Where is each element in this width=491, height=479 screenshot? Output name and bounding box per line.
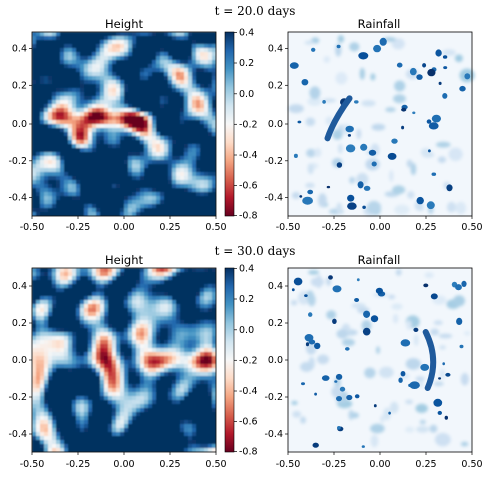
rainfall-ytick-row1: 0.4 <box>268 44 283 55</box>
colorbar-gradient-row1 <box>224 31 235 217</box>
colorbar-tick-row2: -0.8 <box>239 447 258 458</box>
suptitle-row1: t = 20.0 days <box>215 4 296 18</box>
colorbar-tick-row1: 0.0 <box>239 89 254 100</box>
colorbar-tick-row1: -0.2 <box>239 119 258 130</box>
height-xaxis-row2: -0.50 -0.25 0.00 0.25 0.50 <box>20 452 227 470</box>
height-xtick-row2: 0.00 <box>113 459 134 470</box>
colorbar-tick-row2: -0.6 <box>239 417 258 428</box>
height-xtick-row1: 0.25 <box>159 222 180 233</box>
colorbar-gradient-row2 <box>224 267 235 453</box>
height-xaxis-row1: -0.50 -0.25 0.00 0.25 0.50 <box>20 216 227 233</box>
colorbar-row1: 0.4 0.2 0.0 -0.2 -0.4 -0.6 -0.8 <box>224 28 258 222</box>
colorbar-tick-row2: 0.0 <box>239 325 254 336</box>
rainfall-heatmap-row2 <box>288 268 472 452</box>
height-yaxis-row2: 0.4 0.2 0.0 -0.2 -0.4 <box>8 281 32 440</box>
height-ytick-row2: 0.2 <box>12 318 27 329</box>
rainfall-heatmap-row1 <box>288 32 475 216</box>
rainfall-xtick-row2: 0.00 <box>369 459 390 470</box>
rainfall-xtick-row2: -0.25 <box>322 459 347 470</box>
colorbar-row2: 0.4 0.2 0.0 -0.2 -0.4 -0.6 -0.8 <box>224 264 258 458</box>
height-title-row1: Height <box>105 17 144 31</box>
rainfall-panel-row2: Rainfall 0.4 0.2 0.0 -0.2 -0.4 -0.50 -0.… <box>264 253 482 470</box>
rainfall-ytick-row2: -0.2 <box>264 392 283 403</box>
rainfall-xtick-row1: 0.00 <box>369 222 390 233</box>
height-xtick-row1: 0.00 <box>113 222 134 233</box>
rainfall-yaxis-row2: 0.4 0.2 0.0 -0.2 -0.4 <box>264 281 288 440</box>
colorbar-tick-row2: 0.2 <box>239 294 254 305</box>
suptitle-row2: t = 30.0 days <box>215 244 296 258</box>
height-xtick-row2: 0.50 <box>205 459 226 470</box>
height-ytick-row2: 0.4 <box>12 281 27 292</box>
height-ytick-row1: 0.4 <box>12 44 27 55</box>
height-ytick-row1: -0.2 <box>8 156 27 167</box>
rainfall-xtick-row2: -0.50 <box>276 459 301 470</box>
rainfall-xtick-row1: -0.50 <box>276 222 301 233</box>
height-heatmap-row1 <box>32 32 216 216</box>
rainfall-ytick-row1: 0.0 <box>268 119 283 130</box>
rainfall-xtick-row1: 0.50 <box>461 222 482 233</box>
rainfall-xaxis-row2: -0.50 -0.25 0.00 0.25 0.50 <box>276 452 483 470</box>
rainfall-ytick-row1: -0.2 <box>264 156 283 167</box>
height-ytick-row2: -0.4 <box>8 429 27 440</box>
height-ytick-row1: -0.4 <box>8 193 27 204</box>
height-ytick-row2: -0.2 <box>8 392 27 403</box>
rainfall-ytick-row1: 0.2 <box>268 80 283 91</box>
rainfall-ytick-row2: 0.4 <box>268 281 283 292</box>
rainfall-title-row2: Rainfall <box>358 253 401 267</box>
height-heatmap-row2 <box>32 268 216 452</box>
height-yaxis-row1: 0.4 0.2 0.0 -0.2 -0.4 <box>8 44 32 204</box>
rainfall-ytick-row2: 0.0 <box>268 355 283 366</box>
rainfall-yaxis-row1: 0.4 0.2 0.0 -0.2 -0.4 <box>264 44 288 204</box>
height-ytick-row2: 0.0 <box>12 355 27 366</box>
rainfall-panel-row1: Rainfall 0.4 0.2 0.0 -0.2 -0.4 -0.50 -0.… <box>264 17 482 233</box>
rainfall-ytick-row2: -0.4 <box>264 429 283 440</box>
rainfall-title-row1: Rainfall <box>358 17 401 31</box>
colorbar-tick-row2: -0.4 <box>239 386 258 397</box>
rainfall-xtick-row1: -0.25 <box>322 222 347 233</box>
colorbar-tick-row1: -0.4 <box>239 150 258 161</box>
colorbar-tick-row2: 0.4 <box>239 264 254 275</box>
height-xtick-row2: -0.25 <box>66 459 91 470</box>
height-title-row2: Height <box>105 253 144 267</box>
height-xtick-row2: -0.50 <box>20 459 45 470</box>
colorbar-tick-row2: -0.2 <box>239 355 258 366</box>
height-ytick-row1: 0.2 <box>12 80 27 91</box>
rainfall-xtick-row1: 0.25 <box>415 222 436 233</box>
height-xtick-row1: -0.50 <box>20 222 45 233</box>
height-ytick-row1: 0.0 <box>12 119 27 130</box>
colorbar-tick-row1: -0.8 <box>239 211 258 222</box>
colorbar-tick-row1: -0.6 <box>239 181 258 192</box>
height-xtick-row1: -0.25 <box>66 222 91 233</box>
colorbar-tick-row1: 0.4 <box>239 28 254 39</box>
height-panel-row1: Height 0.4 0.2 0.0 -0.2 -0.4 -0.50 -0.25… <box>8 17 226 233</box>
height-xtick-row2: 0.25 <box>159 459 180 470</box>
rainfall-xtick-row2: 0.50 <box>461 459 482 470</box>
height-xtick-row1: 0.50 <box>205 222 226 233</box>
rainfall-xtick-row2: 0.25 <box>415 459 436 470</box>
rainfall-ytick-row1: -0.4 <box>264 193 283 204</box>
colorbar-tick-row1: 0.2 <box>239 58 254 69</box>
rainfall-ytick-row2: 0.2 <box>268 318 283 329</box>
rainfall-xaxis-row1: -0.50 -0.25 0.00 0.25 0.50 <box>276 216 483 233</box>
height-panel-row2: Height 0.4 0.2 0.0 -0.2 -0.4 -0.50 -0.25… <box>8 253 226 470</box>
